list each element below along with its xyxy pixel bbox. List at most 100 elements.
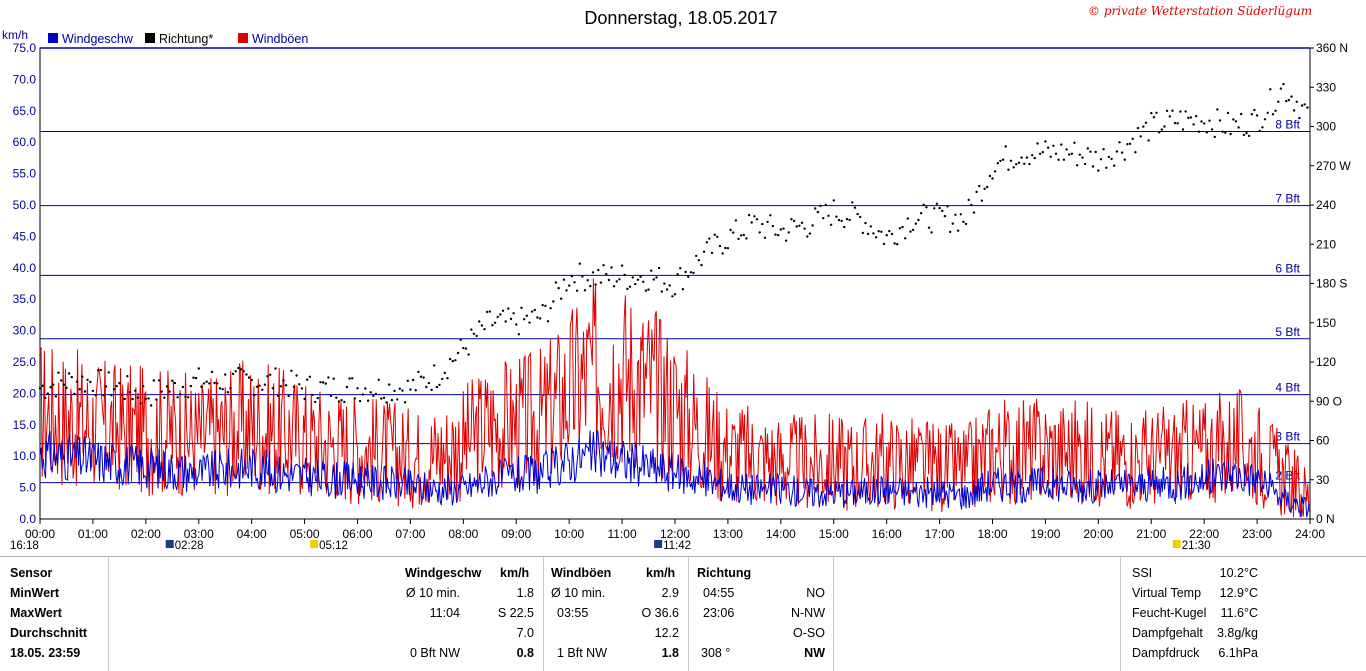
direction-point (152, 379, 155, 382)
direction-point (1001, 158, 1005, 161)
direction-point (676, 273, 679, 276)
direction-point (557, 286, 560, 290)
direction-point (438, 383, 441, 387)
direction-point (618, 278, 621, 281)
direction-point (1123, 158, 1127, 161)
gust-unit: km/h (646, 566, 676, 580)
direction-point (1031, 154, 1034, 157)
direction-point (184, 395, 187, 398)
direction-point (1094, 150, 1097, 154)
direction-point (337, 400, 341, 403)
direction-point (448, 357, 452, 361)
x-tick-label: 07:00 (395, 527, 425, 541)
y-tick-label: 45.0 (13, 229, 37, 243)
y-tick-label: 15.0 (13, 418, 37, 432)
gust-max-value: O 36.6 (641, 606, 679, 620)
direction-point (160, 390, 163, 393)
direction-point (176, 396, 179, 399)
direction-point (978, 184, 981, 188)
direction-point (573, 281, 576, 284)
direction-point (351, 377, 354, 380)
direction-point (1150, 111, 1153, 115)
direction-point (890, 232, 894, 236)
direction-point (1245, 131, 1248, 135)
direction-point (1261, 126, 1264, 129)
direction-point (1142, 125, 1145, 128)
direction-point (475, 334, 478, 338)
direction-point (366, 399, 370, 402)
direction-point (263, 383, 267, 386)
direction-point (155, 398, 158, 401)
direction-point (1168, 115, 1172, 118)
direction-point (467, 353, 470, 356)
y2-tick-label: 0 N (1316, 512, 1335, 526)
direction-point (1247, 134, 1251, 138)
panel-separator (108, 557, 109, 671)
direction-point (795, 225, 798, 228)
direction-point (131, 397, 134, 401)
direction-point (247, 376, 251, 379)
row-label-avg: Durchschnitt (10, 626, 88, 640)
direction-point (972, 211, 976, 214)
direction-point (792, 219, 796, 223)
direction-point (581, 275, 584, 278)
direction-point (626, 287, 629, 291)
direction-point (777, 234, 780, 237)
direction-point (218, 387, 222, 390)
legend: Windgeschw Richtung* Windböen (48, 32, 308, 46)
direction-point (1155, 111, 1158, 115)
direction-point (885, 234, 888, 237)
direction-point (568, 284, 571, 287)
direction-point (549, 307, 552, 310)
direction-point (245, 373, 248, 376)
direction-point (583, 289, 587, 292)
y2-tick-label: 270 W (1316, 159, 1351, 173)
extra-value-wet-bulb: 11.6°C (1220, 606, 1258, 620)
direction-point (1023, 162, 1026, 165)
direction-point (1147, 139, 1150, 142)
direction-point (726, 247, 730, 250)
marker-icon (310, 540, 319, 548)
direction-point (544, 304, 547, 308)
direction-point (67, 372, 71, 375)
direction-point (872, 232, 875, 235)
marker-icon (654, 540, 663, 548)
direction-point (81, 375, 84, 378)
direction-point (483, 328, 486, 331)
direction-point (769, 214, 772, 217)
direction-point (980, 199, 984, 202)
direction-point (597, 268, 600, 272)
bft-label: 8 Bft (1275, 118, 1300, 132)
direction-point (1107, 155, 1111, 159)
direction-point (1173, 121, 1177, 125)
direction-point (729, 228, 732, 232)
direction-point (716, 235, 719, 238)
direction-point (480, 324, 484, 327)
direction-point (591, 271, 595, 274)
direction-point (493, 321, 497, 324)
direction-point (1020, 156, 1023, 159)
direction-point (324, 382, 327, 385)
direction-point (753, 215, 756, 218)
direction-point (840, 219, 843, 223)
direction-point (396, 398, 399, 401)
direction-point (628, 285, 632, 288)
direction-point (951, 222, 954, 225)
direction-point (329, 394, 333, 398)
direction-point (102, 394, 105, 397)
direction-point (1232, 118, 1235, 121)
legend-label: Windböen (252, 32, 308, 46)
direction-point (60, 379, 63, 382)
y-tick-label: 30.0 (13, 324, 37, 338)
direction-point (824, 203, 827, 207)
direction-point (462, 346, 465, 350)
direction-point (565, 289, 568, 292)
direction-point (456, 351, 460, 355)
direction-point (904, 237, 907, 240)
direction-point (388, 383, 391, 386)
legend-swatch (48, 33, 58, 43)
direction-point (221, 388, 224, 391)
direction-point (433, 364, 436, 367)
direction-point (681, 288, 685, 291)
